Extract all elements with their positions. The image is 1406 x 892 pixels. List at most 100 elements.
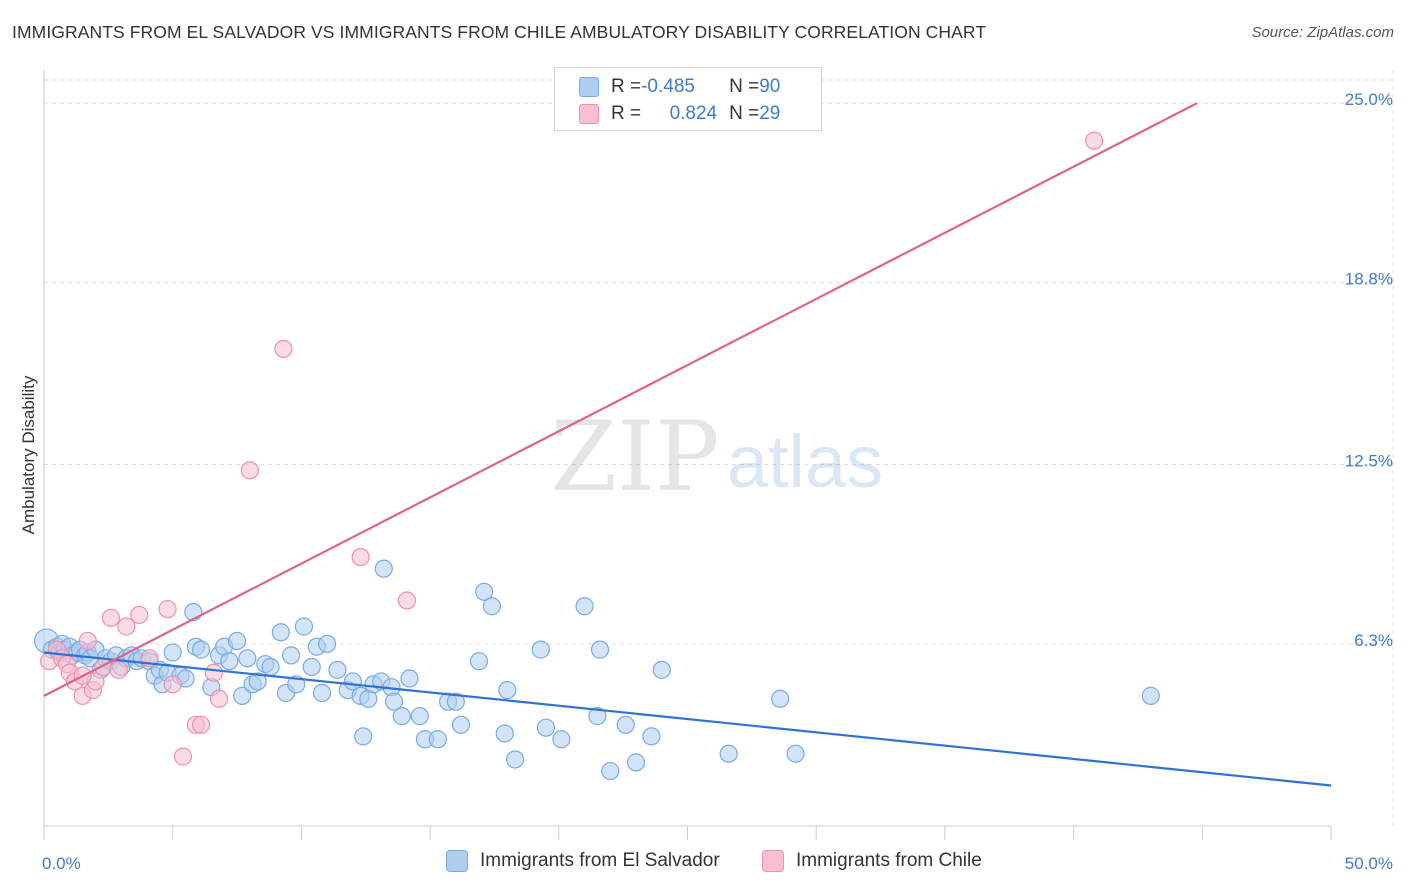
el-salvador-point — [469, 652, 489, 671]
el-salvador-point — [384, 692, 404, 711]
el-salvador-point — [238, 649, 257, 668]
chile-point — [163, 675, 182, 694]
watermark: ZIP atlas — [550, 401, 883, 513]
legend-label: Immigrants from Chile — [796, 850, 982, 871]
n-label: N = — [729, 103, 760, 124]
el-salvador-point — [588, 707, 607, 726]
legend-swatch-pink — [579, 104, 599, 124]
el-salvador-point — [652, 660, 671, 679]
el-salvador-point — [590, 640, 610, 659]
source-label: Source: ZipAtlas.com — [1251, 24, 1394, 41]
el-salvador-point — [374, 559, 393, 578]
chile-point — [274, 339, 293, 359]
chile-point — [101, 608, 121, 627]
el-salvador-point — [328, 660, 347, 679]
y-tick-label: 6.3% — [1354, 631, 1393, 650]
chile-point — [1085, 131, 1104, 150]
el-salvador-point — [536, 718, 556, 737]
trend-lines — [43, 102, 1332, 787]
chile-point — [397, 591, 417, 610]
el-salvador-point — [446, 692, 465, 711]
el-salvador-point — [294, 617, 314, 636]
chile-point — [191, 715, 211, 734]
el-salvador-point — [575, 597, 594, 616]
el-salvador-point — [227, 631, 247, 651]
n-label: N = — [729, 76, 760, 97]
chile-point — [173, 747, 193, 766]
el-salvador-point — [261, 657, 280, 677]
chile-point — [117, 617, 136, 636]
legend-swatch-pink — [762, 850, 784, 872]
chile-point — [204, 663, 223, 682]
el-salvador-point — [400, 669, 419, 688]
el-salvador-point — [1141, 686, 1160, 705]
chile-point — [109, 660, 128, 679]
legend-item-el-salvador: Immigrants from El Salvador — [446, 850, 720, 872]
y-tick-label: 12.5% — [1345, 452, 1393, 471]
r-label: R = — [611, 76, 642, 97]
r-label: R = — [611, 103, 642, 124]
chile-point — [94, 657, 113, 677]
series-legend: Immigrants from El Salvador Immigrants f… — [0, 850, 1406, 878]
n-value: 90 — [759, 76, 781, 97]
r-value: -0.485 — [641, 76, 695, 97]
legend-row-el-salvador: R = -0.485 N = 90 — [579, 75, 780, 99]
el-salvador-point — [248, 672, 267, 691]
legend-swatch-blue — [446, 850, 468, 872]
el-salvador-point — [451, 715, 471, 734]
n-value: 29 — [759, 103, 781, 124]
legend-swatch-blue — [579, 77, 599, 97]
el-salvador-point — [601, 761, 620, 781]
y-tick-label: 18.8% — [1345, 269, 1393, 288]
correlation-legend: R = -0.485 N = 90 R = 0.824 N = 29 — [554, 67, 822, 131]
el-salvador-point — [312, 683, 332, 703]
el-salvador-point — [498, 681, 517, 700]
el-salvador-point — [642, 727, 661, 746]
el-salvador-point — [428, 730, 447, 749]
el-salvador-point — [616, 715, 635, 734]
y-axis-title: Ambulatory Disability — [19, 375, 38, 534]
el-salvador-point — [282, 646, 301, 665]
legend-label: Immigrants from El Salvador — [480, 850, 720, 871]
r-value: 0.824 — [669, 103, 718, 124]
el-salvador-point — [475, 582, 494, 601]
el-salvador-point — [626, 753, 646, 772]
el-salvador-point — [163, 643, 182, 662]
el-salvador-trend-line — [43, 651, 1332, 787]
chile-trend-line — [43, 102, 1198, 697]
el-salvador-point — [786, 744, 805, 763]
x-tick-label: 50.0% — [1345, 854, 1393, 873]
chile-point — [351, 547, 370, 567]
chile-point — [78, 631, 97, 651]
tick-labels: 6.3% 12.5% 18.8% 25.0% 0.0% 50.0% — [42, 90, 1393, 873]
legend-row-chile: R = 0.824 N = 29 — [579, 102, 780, 126]
el-salvador-point — [271, 623, 290, 642]
el-salvador-point — [233, 686, 252, 705]
y-tick-label: 25.0% — [1345, 90, 1393, 109]
data-points — [33, 131, 1160, 781]
el-salvador-point — [318, 634, 337, 653]
el-salvador-point — [552, 730, 571, 749]
watermark-zip: ZIP — [550, 401, 719, 513]
legend-item-chile: Immigrants from Chile — [762, 850, 982, 872]
chile-point — [130, 605, 149, 625]
x-tick-label: 0.0% — [42, 854, 81, 873]
chile-point — [158, 600, 177, 619]
chart-title: IMMIGRANTS FROM EL SALVADOR VS IMMIGRANT… — [12, 22, 987, 42]
el-salvador-point — [302, 657, 321, 677]
el-salvador-point — [392, 707, 411, 726]
watermark-atlas: atlas — [727, 420, 883, 503]
el-salvador-point — [220, 652, 239, 671]
el-salvador-point — [482, 597, 501, 616]
el-salvador-point — [354, 727, 373, 746]
el-salvador-point — [191, 640, 211, 659]
chile-point — [240, 461, 260, 480]
el-salvador-point — [531, 640, 550, 659]
el-salvador-point — [410, 707, 429, 726]
chile-point — [209, 689, 229, 708]
el-salvador-point — [771, 689, 790, 708]
el-salvador-point — [505, 750, 525, 769]
el-salvador-point — [495, 724, 514, 743]
el-salvador-point — [719, 744, 738, 763]
